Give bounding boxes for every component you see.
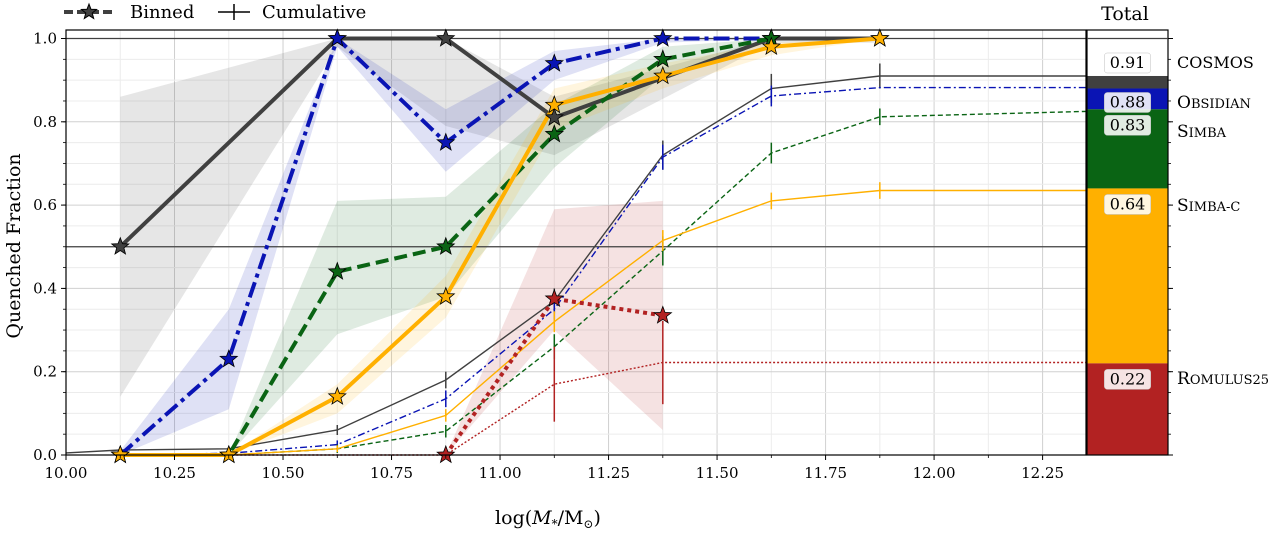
binned-star-cosmos — [110, 236, 130, 255]
total-bar-cosmos — [1087, 75, 1168, 89]
tick-labels: 10.00 10.25 10.50 10.75 11.00 11.25 11.50 11.75… — [33, 30, 1064, 483]
total-label-obsidian: OBSIDIAN — [1177, 93, 1251, 113]
x-tick-label: 12.00 — [913, 464, 956, 482]
y-axis-label: Quenched Fraction — [3, 153, 25, 338]
total-value-romulus25: 0.22 — [1110, 369, 1146, 388]
total-value-obsidian: 0.88 — [1110, 92, 1146, 111]
total-value-box — [1104, 115, 1151, 136]
binned-star-cosmos — [544, 107, 564, 126]
x-tick-label: 10.75 — [370, 464, 413, 482]
total-value-simba: 0.83 — [1110, 115, 1146, 134]
band-cosmos — [120, 38, 880, 397]
binned-star-simba-c — [653, 65, 673, 85]
total-value-simba-c: 0.64 — [1110, 194, 1146, 213]
total-bar-simba-c — [1087, 188, 1168, 364]
legend-binned-star-icon — [80, 2, 98, 20]
total-value-box — [1104, 369, 1151, 390]
y-tick-label: 0.4 — [33, 279, 57, 297]
binned-star-simba — [327, 261, 347, 280]
binned-line-simba-c — [120, 36, 880, 457]
binned-star-simba — [436, 236, 456, 255]
binned-star-romulus25 — [436, 444, 456, 464]
reference-lines — [66, 37, 1086, 248]
x-tick-label: 10.25 — [153, 464, 196, 482]
x-tick-label: 11.25 — [587, 464, 630, 482]
binned-star-obsidian — [544, 53, 564, 72]
total-panel: Total 0.91 COSMOS 0.88 OBSIDIAN 0.83 SIMBA 0.6… — [1086, 3, 1269, 456]
total-label-cosmos: COSMOS — [1177, 53, 1254, 72]
band-obsidian — [120, 38, 772, 455]
y-tick-label: 0.6 — [33, 196, 57, 214]
legend-cumulative-label: Cumulative — [262, 2, 366, 23]
binned-star-simba-c — [219, 444, 239, 464]
binned-star-simba — [653, 49, 673, 68]
total-value-box — [1104, 92, 1151, 113]
y-tick-label: 0.2 — [33, 363, 57, 381]
total-label-simba: SIMBA — [1177, 122, 1227, 142]
total-label-simba-c: SIMBA-C — [1177, 196, 1240, 216]
y-tick-label: 0.0 — [33, 446, 57, 464]
grid — [65, 30, 1086, 456]
binned-star-simba-c — [544, 94, 564, 114]
total-value-box — [1104, 52, 1151, 74]
x-tick-label: 11.75 — [804, 464, 847, 482]
x-tick-label: 11.00 — [479, 464, 522, 482]
x-axis-label: log(M*/M⊙) — [495, 507, 601, 531]
binned-line-cosmos — [118, 36, 880, 249]
binned-star-obsidian — [219, 349, 239, 368]
x-tick-label: 12.25 — [1021, 464, 1064, 482]
binned-star-cosmos — [436, 28, 456, 47]
binned-star-simba-c — [761, 36, 781, 56]
binned-markers — [110, 28, 890, 464]
binned-star-obsidian — [653, 28, 673, 47]
binned-star-obsidian — [436, 132, 456, 151]
binned-star-simba-c — [436, 286, 456, 305]
plot-frame — [65, 29, 1087, 456]
x-tick-label: 10.50 — [262, 464, 305, 482]
total-value-cosmos: 0.91 — [1110, 53, 1146, 72]
binned-star-simba — [544, 124, 564, 143]
total-label-romulus25: ROMULUS25 — [1177, 369, 1269, 389]
x-tick-label: 10.00 — [45, 464, 88, 482]
binned-star-obsidian — [327, 28, 347, 47]
y-tick-label: 0.8 — [33, 113, 57, 131]
total-panel-title: Total — [1101, 3, 1149, 25]
binned-star-simba-c — [110, 444, 130, 464]
legend-binned-label: Binned — [130, 2, 194, 23]
binned-star-romulus25 — [653, 305, 673, 324]
cumulative-line-cosmos — [65, 75, 1086, 454]
binned-star-simba-c — [870, 28, 890, 47]
axes — [65, 29, 1087, 456]
binned-star-simba-c — [327, 386, 347, 405]
total-panel-frame — [1086, 29, 1169, 456]
y-tick-label: 1.0 — [33, 30, 57, 48]
x-tick-label: 11.50 — [696, 464, 739, 482]
total-value-box — [1104, 194, 1151, 215]
legend: Binned Cumulative — [64, 2, 366, 23]
binned-star-romulus25 — [544, 288, 564, 308]
